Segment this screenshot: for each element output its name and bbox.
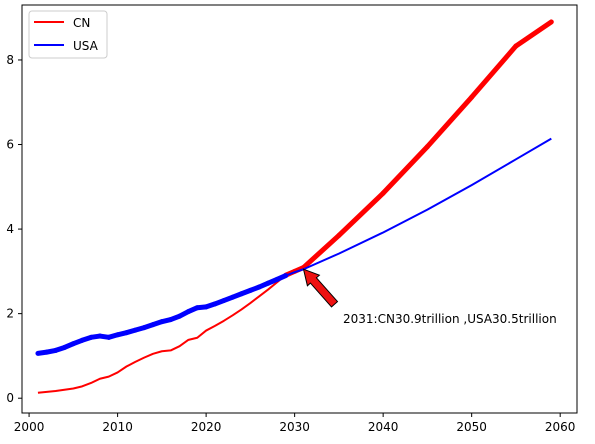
x-tick-label: 2010 [102,420,133,434]
leading-segment-cn [424,94,475,150]
axes-frame [21,4,578,414]
leading-segment-usa [274,273,289,282]
leading-segment-cn [336,190,386,238]
ticks-layer: 2000 2010 2020 2030 2040 2050 2060 0 2 4 6 8 [6,53,575,434]
leading-segment-cn [513,19,554,49]
y-tick-label: 6 [6,138,14,152]
legend-label-usa: USA [73,39,99,53]
legend: CN USA [28,10,108,59]
leading-segment-cn [469,43,519,100]
leading-segment-cn [380,144,430,196]
x-tick-label: 2020 [191,420,222,434]
series-cn [37,19,554,394]
x-tick-label: 2050 [456,420,487,434]
y-tick-label: 4 [6,222,14,236]
annotation-label: 2031:CN30.9trillion ,USA30.5trillion [343,312,557,326]
legend-label-cn: CN [73,16,90,30]
annotation: 2031:CN30.9trillion ,USA30.5trillion [302,268,557,326]
leading-segment-cn [300,232,342,271]
x-tick-label: 2060 [545,420,576,434]
y-tick-label: 0 [6,391,14,405]
x-tick-label: 2000 [14,420,45,434]
x-tick-label: 2030 [279,420,310,434]
x-tick-label: 2040 [368,420,399,434]
plot-area [22,5,577,413]
annotation-arrow [302,268,339,308]
y-tick-label: 2 [6,307,14,321]
y-tick-label: 8 [6,53,14,67]
